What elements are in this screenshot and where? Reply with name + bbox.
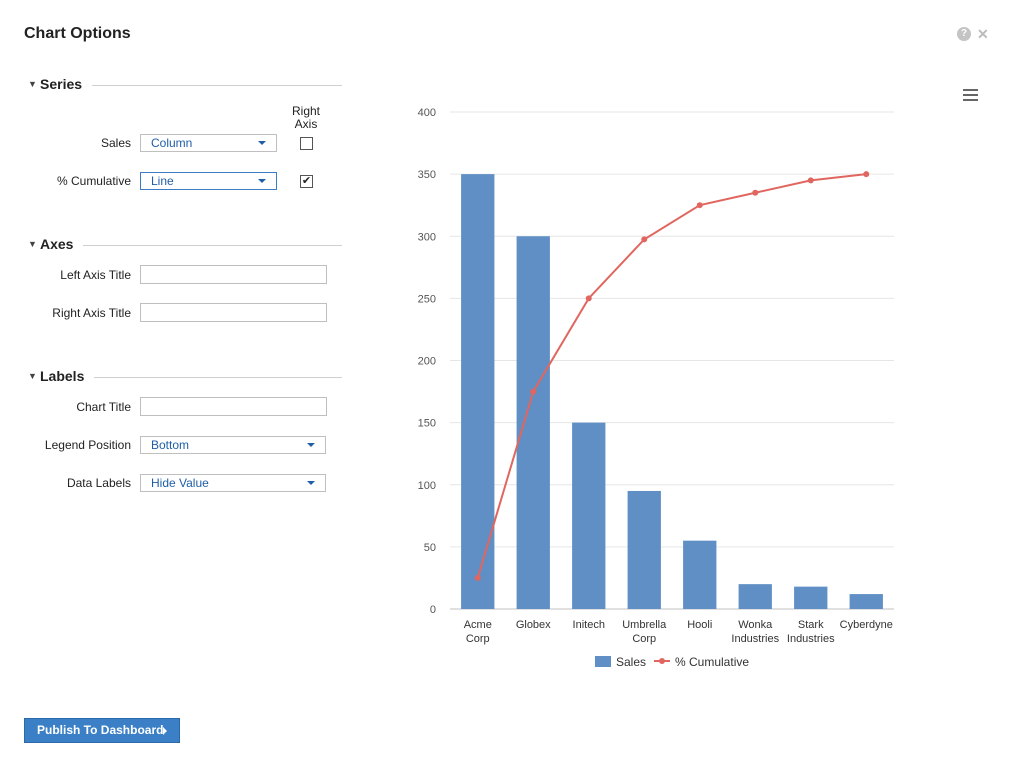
axes-section-header[interactable]: ▼ Axes [28, 236, 342, 252]
data-labels-value: Hide Value [151, 476, 209, 490]
chart-title-label: Chart Title [76, 400, 131, 414]
hamburger-menu-icon[interactable] [963, 89, 978, 104]
chevron-down-icon: ▼ [28, 239, 37, 249]
right-axis-column-header: Right Axis [291, 104, 320, 131]
cumulative-point [863, 171, 870, 178]
checkmark-icon: ✔ [301, 175, 312, 187]
category-label: Initech [573, 619, 605, 631]
left-axis-title-input[interactable] [140, 265, 327, 284]
data-labels-label: Data Labels [66, 476, 131, 490]
publish-button-label: Publish To Dashboard [37, 723, 164, 737]
labels-section-title: Labels [40, 368, 85, 384]
right-axis-title-input[interactable] [140, 303, 327, 322]
sales-series-type-select[interactable]: Column [140, 134, 277, 152]
sales-right-axis-checkbox[interactable] [300, 137, 313, 150]
category-label: Hooli [687, 619, 712, 631]
cumulative-point [807, 177, 814, 184]
sales-series-type-value: Column [151, 136, 193, 150]
sales-bar [461, 174, 495, 609]
legend-label-sales: Sales [616, 655, 646, 669]
sales-bar [627, 490, 661, 609]
cumulative-point [752, 189, 759, 196]
cumulative-point [530, 388, 537, 395]
left-axis-tick-label: 0 [430, 604, 436, 616]
series-section-header[interactable]: ▼ Series [28, 76, 342, 92]
caret-down-icon [307, 481, 315, 485]
legend-swatch-sales [595, 656, 611, 667]
category-label: Acme Corp [464, 619, 492, 645]
chevron-down-icon: ▼ [28, 79, 37, 89]
publish-to-dashboard-button[interactable]: Publish To Dashboard [24, 718, 180, 743]
cumulative-series-type-value: Line [151, 174, 174, 188]
caret-down-icon [258, 179, 266, 183]
cumulative-point [474, 574, 481, 581]
caret-down-icon [307, 443, 315, 447]
cumulative-series-type-select[interactable]: Line [140, 172, 277, 190]
cumulative-point [585, 295, 592, 302]
divider [83, 244, 342, 246]
sales-bar [516, 236, 550, 609]
left-axis-tick-label: 300 [418, 231, 436, 243]
category-label: Cyberdyne [840, 619, 893, 631]
dialog-controls: ? ✕ [957, 27, 989, 41]
legend-label-cumulative: % Cumulative [675, 655, 749, 669]
legend-position-select[interactable]: Bottom [140, 436, 326, 454]
data-labels-select[interactable]: Hide Value [140, 474, 326, 492]
legend-position-value: Bottom [151, 438, 190, 452]
left-axis-tick-label: 400 [418, 107, 436, 119]
category-label: Globex [516, 619, 551, 631]
cumulative-point [696, 202, 703, 209]
axes-section-title: Axes [40, 236, 74, 252]
arrow-right-icon [163, 727, 167, 735]
left-axis-tick-label: 150 [418, 418, 436, 430]
pareto-chart: 0501001502002503003504003040506070809010… [418, 107, 894, 669]
labels-section-header[interactable]: ▼ Labels [28, 368, 342, 384]
left-axis-tick-label: 100 [418, 480, 436, 492]
category-label: Stark Industries [787, 619, 835, 645]
sales-bar [794, 586, 828, 609]
cumulative-line [476, 173, 867, 579]
series-section-title: Series [40, 76, 83, 92]
left-axis-tick-label: 350 [418, 169, 436, 181]
left-axis-tick-label: 200 [418, 356, 436, 368]
divider [94, 376, 342, 378]
chevron-down-icon: ▼ [28, 371, 37, 381]
category-label: Umbrella Corp [622, 619, 667, 645]
divider [92, 84, 342, 86]
chart-title-input[interactable] [140, 397, 327, 416]
close-icon[interactable]: ✕ [977, 26, 989, 42]
left-axis-title-label: Left Axis Title [60, 268, 131, 282]
help-icon[interactable]: ? [957, 27, 971, 41]
category-label: Wonka Industries [731, 619, 779, 645]
right-axis-title-label: Right Axis Title [52, 306, 131, 320]
sales-bar [572, 422, 606, 609]
cumulative-series-label: % Cumulative [56, 174, 131, 188]
dialog-title: Chart Options [24, 25, 131, 42]
cumulative-right-axis-checkbox[interactable]: ✔ [300, 175, 313, 188]
left-axis-tick-label: 50 [424, 542, 436, 554]
sales-bar [683, 540, 717, 609]
sales-bar [849, 594, 883, 609]
caret-down-icon [258, 141, 266, 145]
sales-bar [738, 584, 772, 609]
cumulative-point [641, 236, 648, 243]
left-axis-tick-label: 250 [418, 293, 436, 305]
sales-series-label: Sales [100, 136, 131, 150]
legend-marker-cumulative [659, 658, 665, 664]
legend-position-label: Legend Position [44, 438, 131, 452]
